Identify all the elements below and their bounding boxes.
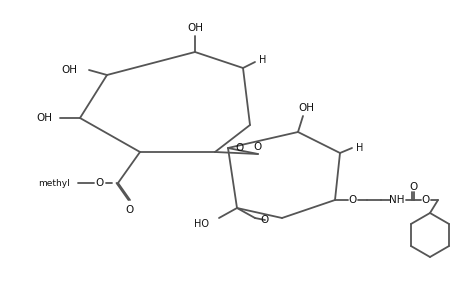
Text: O: O [95, 178, 104, 188]
Text: H: H [259, 55, 266, 65]
Text: O: O [235, 143, 244, 153]
Text: O: O [253, 142, 262, 152]
Text: O: O [260, 215, 269, 225]
Text: NH: NH [388, 195, 404, 205]
Text: OH: OH [297, 103, 313, 113]
Text: OH: OH [187, 23, 202, 33]
Text: O: O [348, 195, 356, 205]
Text: methyl: methyl [38, 178, 70, 188]
Text: OH: OH [61, 65, 77, 75]
Text: HO: HO [194, 219, 208, 229]
Text: O: O [409, 182, 417, 192]
Text: O: O [126, 205, 134, 215]
Text: OH: OH [36, 113, 52, 123]
Text: O: O [421, 195, 429, 205]
Text: H: H [356, 143, 363, 153]
